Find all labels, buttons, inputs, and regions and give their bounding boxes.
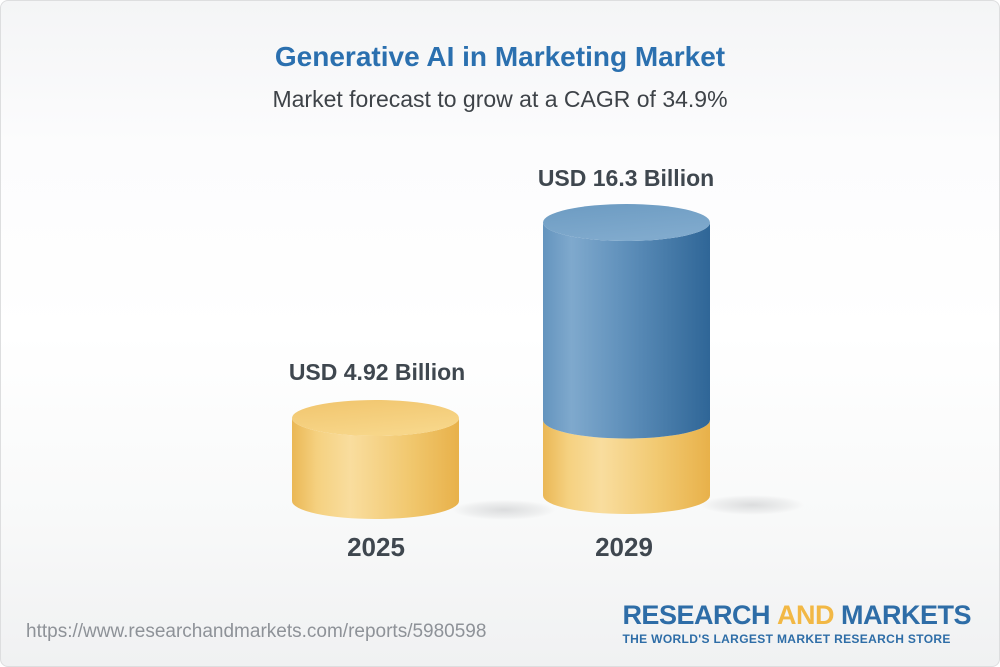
logo-wordmark: RESEARCH AND MARKETS	[622, 601, 971, 629]
page-subtitle: Market forecast to grow at a CAGR of 34.…	[272, 86, 728, 112]
bar-2025-shadow	[452, 500, 556, 520]
logo-tagline: THE WORLD'S LARGEST MARKET RESEARCH STOR…	[622, 632, 951, 647]
value-label-2025: USD 4.92 Billion	[288, 359, 466, 385]
logo-word-markets: MARKETS	[841, 600, 972, 630]
logo-word-and: AND	[776, 600, 835, 630]
research-and-markets-logo: RESEARCH AND MARKETS THE WORLD'S LARGEST…	[622, 601, 971, 647]
bar-2029-cylinder	[543, 204, 710, 514]
value-label-2029: USD 16.3 Billion	[537, 165, 715, 191]
bar-2029-base-segment	[543, 420, 710, 514]
report-url: https://www.researchandmarkets.com/repor…	[26, 621, 487, 642]
year-label-2025: 2025	[347, 532, 405, 562]
logo-word-research: RESEARCH	[622, 600, 770, 630]
bar-2029-shadow	[700, 495, 804, 515]
bar-2025-cylinder	[292, 400, 460, 519]
year-label-2029: 2029	[595, 532, 653, 562]
page-title: Generative AI in Marketing Market	[274, 41, 726, 72]
bar-2029-growth-segment	[543, 222, 710, 439]
